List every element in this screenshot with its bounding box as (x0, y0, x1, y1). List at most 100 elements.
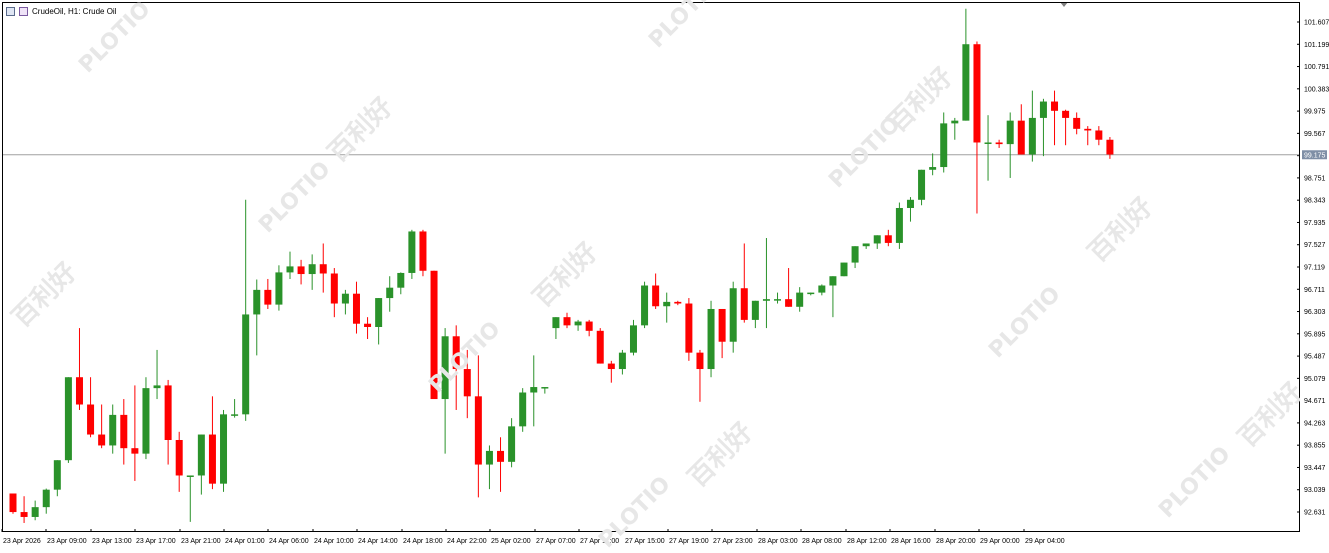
candle-body (98, 434, 106, 446)
chart-window-icon[interactable] (6, 6, 15, 16)
candle-body (862, 243, 870, 247)
candle-body (142, 388, 150, 454)
candle-body (629, 325, 637, 353)
candle (508, 418, 516, 468)
candle (264, 278, 272, 309)
candle-body (1051, 101, 1059, 111)
candle-body (1095, 130, 1103, 140)
candle (663, 292, 671, 323)
candle (485, 445, 493, 490)
candle-body (563, 317, 571, 326)
candle-body (452, 336, 460, 370)
candle (751, 300, 759, 329)
candle-body (840, 262, 848, 277)
x-tick-label: 29 Apr 04:00 (1025, 538, 1065, 545)
candle (906, 197, 914, 222)
x-tick-label: 24 Apr 01:00 (225, 538, 265, 545)
candle-body (87, 404, 95, 435)
candle (452, 325, 460, 410)
candle (441, 328, 449, 454)
x-tick-label: 24 Apr 14:00 (358, 538, 398, 545)
y-tick-label: 99.975 (1304, 109, 1326, 116)
candle (685, 298, 693, 361)
x-tick-label: 28 Apr 20:00 (936, 538, 976, 545)
candle (186, 475, 194, 522)
candle (629, 319, 637, 356)
candle-body (641, 285, 649, 326)
y-tick-label: 101.607 (1304, 20, 1329, 27)
y-tick-label: 100.791 (1304, 64, 1329, 71)
x-tick-label: 24 Apr 06:00 (269, 538, 309, 545)
shift-marker-icon[interactable] (1060, 2, 1068, 7)
y-tick-label: 97.119 (1304, 265, 1325, 272)
x-tick-label: 23 Apr 21:00 (181, 538, 221, 545)
candle (818, 284, 826, 296)
candle (164, 379, 172, 465)
candle-body (663, 301, 671, 307)
candle-body (197, 434, 205, 476)
candle (109, 404, 117, 454)
candle-body (995, 142, 1003, 145)
price-axis: 101.607 101.199 100.791 100.383 99.975 99.567… (1297, 20, 1329, 517)
chart-title: CrudeOil, H1: Crude Oil (32, 6, 117, 16)
candle (31, 500, 39, 521)
x-tick-label: 27 Apr 15:00 (625, 538, 665, 545)
candle (851, 246, 859, 269)
candle (330, 268, 338, 318)
time-axis: 23 Apr 2026 23 Apr 09:00 23 Apr 13:00 23 Ap… (1, 529, 1065, 545)
candle (297, 259, 305, 285)
candle-body (297, 266, 305, 275)
candle (740, 243, 748, 323)
y-tick-label: 97.935 (1304, 220, 1326, 227)
candle (552, 317, 560, 340)
x-tick-label: 23 Apr 2026 (3, 538, 41, 545)
candle (796, 287, 804, 312)
candle-body (1039, 101, 1047, 118)
candle-body (474, 396, 482, 465)
candle (286, 251, 294, 279)
candle-body (463, 369, 471, 397)
candle-body (685, 303, 693, 353)
candle-body (552, 317, 560, 329)
candle (98, 404, 106, 449)
candle (840, 262, 848, 277)
candle-body (718, 308, 726, 342)
candle-body (164, 385, 172, 440)
candle (87, 377, 95, 438)
candle (585, 319, 593, 337)
candle (884, 229, 892, 247)
y-tick-label: 96.303 (1304, 309, 1326, 316)
candle-body (940, 123, 948, 168)
x-tick-label: 27 Apr 23:00 (713, 538, 753, 545)
candle-body (341, 293, 349, 304)
candle-body (652, 285, 660, 307)
candle-body (574, 321, 582, 326)
y-tick-label: 92.631 (1304, 510, 1326, 517)
candle (530, 355, 538, 427)
candle (895, 202, 903, 249)
y-tick-label: 98.751 (1304, 175, 1326, 182)
candle-body (1062, 110, 1070, 118)
candle (408, 229, 416, 279)
candle (131, 385, 139, 481)
candle (563, 312, 571, 329)
candle-body (275, 272, 283, 305)
candle-body (253, 289, 261, 315)
y-tick-label: 95.079 (1304, 376, 1326, 383)
candle-body (375, 298, 383, 327)
candle-body (408, 231, 416, 273)
symbol-icon[interactable] (19, 6, 28, 16)
candle (175, 431, 183, 492)
candle-body (729, 288, 737, 342)
candle-body (242, 314, 250, 415)
candle-body (208, 434, 216, 484)
candle (607, 360, 615, 383)
candle (1073, 112, 1081, 135)
candle-body (1028, 117, 1036, 155)
candle (973, 41, 981, 214)
candle (718, 308, 726, 359)
candle-body (1017, 120, 1025, 155)
candle-body (330, 273, 338, 304)
